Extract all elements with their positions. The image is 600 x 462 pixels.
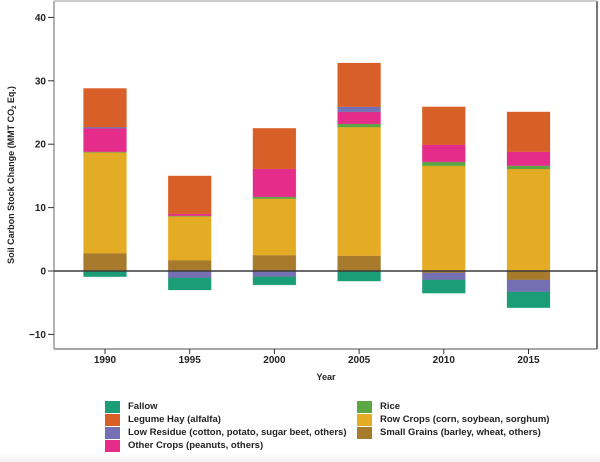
y-axis-title-main: Soil Carbon Stock Change (MMT CO bbox=[6, 109, 16, 264]
legend-item: Other Crops (peanuts, others) bbox=[105, 439, 347, 452]
x-tick-label: 2015 bbox=[517, 355, 540, 366]
bar-segment bbox=[421, 272, 466, 281]
bar-segment bbox=[337, 270, 381, 282]
legend-item: Rice bbox=[357, 400, 549, 413]
bar-segment bbox=[337, 123, 381, 128]
bar-segment bbox=[421, 161, 466, 167]
bar-segment bbox=[506, 279, 551, 293]
legend-swatch bbox=[357, 426, 372, 439]
bar-segment bbox=[506, 165, 551, 170]
bar-segment bbox=[167, 216, 212, 261]
bar-segment bbox=[252, 254, 297, 272]
legend-left-column: Fallow Legume Hay (alfalfa) Low Residue (c… bbox=[105, 400, 347, 452]
legend-right-column: Rice Row Crops (corn, soybean, sorghum) Sm… bbox=[357, 400, 549, 439]
bar-segment bbox=[506, 151, 551, 167]
legend-item: Low Residue (cotton, potato, sugar beet,… bbox=[105, 426, 347, 439]
y-axis-title: Soil Carbon Stock Change (MMT CO2 Eq.) bbox=[6, 86, 18, 264]
bottom-fade bbox=[0, 452, 600, 462]
legend-swatch bbox=[105, 439, 120, 452]
y-axis-title-end: Eq.) bbox=[6, 86, 16, 106]
legend-swatch bbox=[357, 413, 372, 426]
y-tick-label: 40 bbox=[35, 13, 47, 24]
legend: Fallow Legume Hay (alfalfa) Low Residue (c… bbox=[105, 400, 600, 462]
legend-item: Fallow bbox=[105, 400, 347, 413]
x-tick-label: 2005 bbox=[348, 355, 371, 366]
x-tick-label: 2000 bbox=[263, 355, 286, 366]
bar-stack-2000 bbox=[252, 128, 297, 286]
bar-segment bbox=[252, 196, 297, 200]
legend-label: Fallow bbox=[128, 401, 158, 412]
x-tick-label: 1995 bbox=[179, 355, 202, 366]
bar-segment bbox=[83, 252, 127, 272]
bar-segment bbox=[506, 111, 551, 153]
legend-item: Row Crops (corn, soybean, sorghum) bbox=[357, 413, 549, 426]
legend-label: Legume Hay (alfalfa) bbox=[128, 414, 221, 425]
bar-segment bbox=[337, 126, 381, 257]
bar-stack-2015 bbox=[506, 111, 551, 308]
y-tick-label: 20 bbox=[35, 140, 47, 151]
bar-segment bbox=[83, 128, 127, 153]
y-axis-title-subscript: 2 bbox=[12, 105, 18, 109]
bar-segment bbox=[252, 168, 297, 198]
bar-segment bbox=[252, 128, 297, 170]
legend-item: Small Grains (barley, wheat, others) bbox=[357, 426, 549, 439]
legend-label: Low Residue (cotton, potato, sugar beet,… bbox=[128, 427, 347, 438]
bar-stack-2010 bbox=[421, 106, 466, 294]
y-axis: 40 30 20 10 0 −10 bbox=[29, 13, 54, 341]
bars-group bbox=[83, 62, 551, 308]
bar-segment bbox=[252, 198, 297, 256]
bar-segment bbox=[506, 270, 551, 281]
bar-segment bbox=[506, 291, 551, 308]
bar-segment bbox=[167, 270, 212, 279]
bar-segment bbox=[167, 175, 212, 215]
x-axis: 1990 1995 2000 2005 2010 2015 bbox=[94, 349, 540, 366]
legend-label: Row Crops (corn, soybean, sorghum) bbox=[380, 414, 550, 425]
plot-frame bbox=[53, 0, 598, 350]
bar-segment bbox=[421, 279, 466, 294]
y-tick-label: −10 bbox=[29, 330, 46, 341]
bar-stack-1995 bbox=[167, 175, 212, 291]
bar-stack-2005 bbox=[337, 62, 381, 282]
bar-segment bbox=[337, 62, 381, 108]
bar-stack-1990 bbox=[83, 88, 127, 277]
bar-segment bbox=[421, 165, 466, 272]
legend-label: Other Crops (peanuts, others) bbox=[128, 440, 264, 451]
bar-segment bbox=[337, 111, 381, 125]
bar-segment bbox=[83, 152, 127, 254]
bar-segment bbox=[252, 276, 297, 286]
bar-segment bbox=[337, 106, 381, 113]
bar-segment bbox=[83, 88, 127, 128]
bar-segment bbox=[421, 106, 466, 146]
y-tick-label: 30 bbox=[35, 76, 47, 87]
y-tick-label: 10 bbox=[35, 203, 47, 214]
legend-swatch bbox=[105, 426, 120, 439]
legend-swatch bbox=[105, 400, 120, 413]
bar-segment bbox=[337, 255, 381, 272]
legend-swatch bbox=[357, 400, 372, 413]
x-axis-title: Year bbox=[316, 372, 336, 382]
bar-segment bbox=[506, 168, 551, 272]
legend-item: Legume Hay (alfalfa) bbox=[105, 413, 347, 426]
legend-label: Small Grains (barley, wheat, others) bbox=[380, 427, 541, 438]
legend-swatch bbox=[105, 413, 120, 426]
bar-segment bbox=[167, 277, 212, 291]
bar-segment bbox=[421, 144, 466, 163]
bar-segment bbox=[167, 215, 212, 217]
y-tick-label: 0 bbox=[40, 267, 46, 278]
legend-label: Rice bbox=[380, 401, 401, 412]
x-tick-label: 1990 bbox=[94, 355, 117, 366]
x-tick-label: 2010 bbox=[433, 355, 456, 366]
bar-segment bbox=[167, 259, 212, 272]
bar-segment bbox=[252, 270, 297, 277]
bar-segment bbox=[83, 270, 127, 277]
